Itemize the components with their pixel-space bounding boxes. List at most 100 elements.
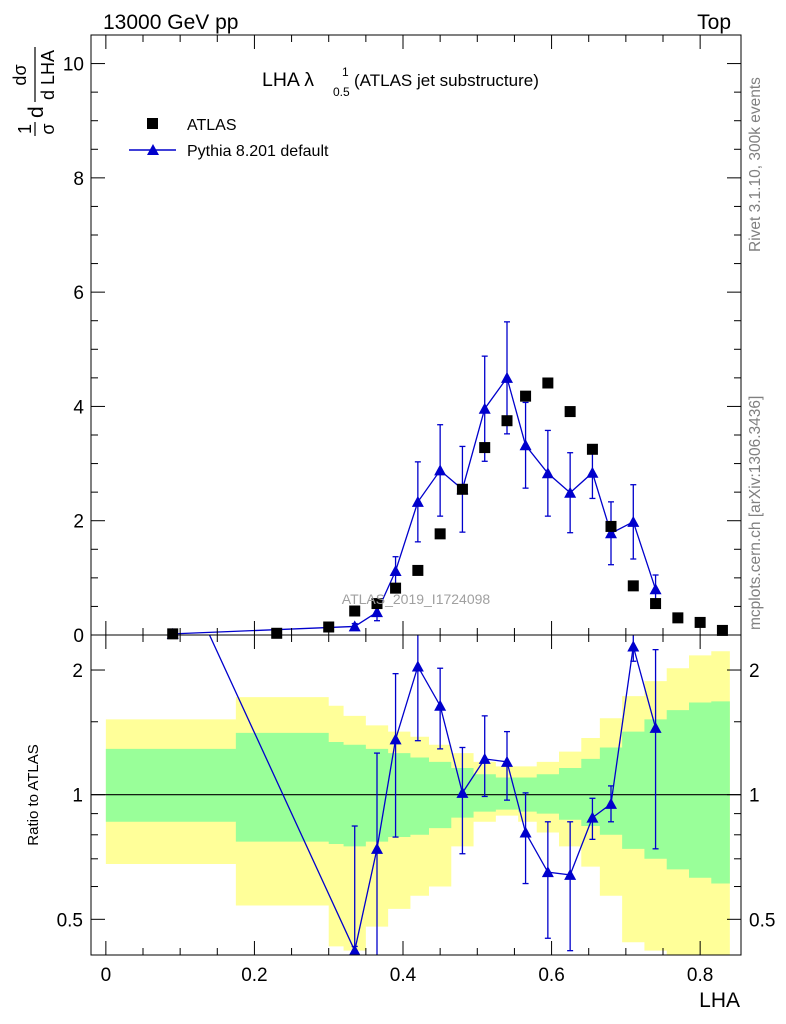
pythia-ratio-point (434, 699, 447, 711)
main-title: LHA λ 1 0.5 (ATLAS jet substructure) (262, 65, 539, 99)
title-main: LHA λ (262, 69, 314, 91)
x-tick-label: 0.6 (538, 965, 564, 986)
atlas-point (716, 624, 728, 636)
uncertainty-band-1sigma (105, 701, 730, 884)
rivet-note: Rivet 3.1.10, 300k events (747, 77, 764, 252)
category-label: Top (697, 11, 731, 34)
ratio-y-tick-label: 0.5 (57, 910, 83, 931)
y-tick-label: 0 (73, 626, 84, 647)
atlas-point (479, 442, 491, 454)
atlas-point (456, 483, 468, 495)
x-tick-label: 0.4 (390, 965, 417, 986)
pythia-ratio-point (411, 660, 424, 672)
pythia-point (564, 486, 577, 498)
ratio-series-group (208, 635, 662, 955)
y-tick-label: 6 (73, 283, 84, 304)
y-tick-label: 10 (63, 55, 84, 76)
ylabel-frac2-num: dσ (10, 64, 30, 85)
legend-atlas-label: ATLAS (187, 117, 237, 134)
ylabel-frac1-num: 1 (15, 124, 35, 134)
watermark: ATLAS_2019_I1724098 (342, 591, 491, 607)
pythia-point (348, 620, 361, 632)
pythia-line (172, 376, 657, 635)
ratio-y-tick-label-right: 2 (749, 661, 760, 682)
pythia-point (605, 527, 617, 539)
pythia-point (519, 439, 532, 451)
pythia-ratio-point (371, 842, 383, 854)
atlas-point (371, 598, 383, 610)
x-tick-label: 0.2 (241, 965, 267, 986)
title-subscript: 0.5 (333, 85, 350, 99)
pythia-ratio-point (541, 866, 554, 878)
legend-atlas-marker (147, 118, 158, 129)
atlas-point (650, 598, 662, 610)
pythia-point (586, 466, 599, 478)
pythia-ratio-point (649, 721, 662, 733)
ratio-y-tick-label: 1 (72, 786, 83, 807)
pythia-point (434, 464, 447, 476)
main-y-axis: 0 2 4 6 8 10 (63, 55, 741, 647)
atlas-point (586, 443, 598, 455)
pythia-ratio-point (627, 640, 640, 652)
pythia-ratio-point (586, 811, 599, 823)
ratio-y-tick-label-right: 0.5 (749, 910, 775, 931)
x-tick-label: 0.8 (687, 965, 713, 986)
atlas-point (434, 528, 446, 540)
legend-pythia-label: Pythia 8.201 default (187, 143, 329, 160)
pythia-point (411, 495, 424, 507)
pythia-ratio-point (456, 786, 469, 798)
pythia-point (371, 606, 383, 618)
title-superscript: 1 (342, 65, 349, 79)
atlas-point (271, 627, 283, 639)
ratio-y-tick-label-right: 1 (749, 786, 760, 807)
atlas-point (501, 415, 513, 427)
atlas-point (542, 377, 554, 389)
title-rest: (ATLAS jet substructure) (354, 71, 539, 90)
main-plot-area (166, 321, 728, 640)
x-tick-label: 0 (101, 965, 112, 986)
pythia-point (627, 515, 640, 527)
pythia-ratio-point (605, 797, 617, 809)
legend-pythia-marker (147, 144, 159, 155)
atlas-point (605, 520, 617, 532)
y-tick-label: 4 (73, 397, 84, 418)
pythia-point (389, 565, 402, 576)
atlas-point (627, 580, 639, 592)
main-x-ticks (105, 35, 701, 635)
pythia-point (649, 583, 662, 595)
mcplots-note: mcplots.cern.ch [arXiv:1306.3436] (747, 396, 764, 630)
pythia-ratio-point (478, 752, 491, 764)
ylabel-d: d (25, 106, 48, 118)
pythia-point (501, 371, 513, 383)
pythia-point (541, 467, 554, 479)
pythia-ratio-point (501, 755, 513, 767)
legend: ATLAS Pythia 8.201 default (129, 117, 329, 160)
atlas-point (390, 582, 402, 594)
x-axis-label: LHA (699, 989, 740, 1012)
atlas-point (564, 406, 576, 418)
atlas-point (167, 628, 179, 640)
ratio-plot-area (91, 635, 741, 955)
ylabel-frac2-den: d LHA (38, 50, 58, 100)
main-panel: 0 2 4 6 8 10 LHA λ 1 0.5 (ATLAS jet substruct… (10, 34, 742, 647)
pythia-ratio-point (519, 826, 532, 838)
ratio-axes: 0.5 0.5 1 1 2 2 0 0.2 0.4 0.6 0.8 (57, 635, 775, 986)
pythia-ratio-point (564, 868, 577, 880)
y-tick-label: 2 (73, 512, 84, 533)
ratio-y-tick-label: 2 (72, 661, 83, 682)
atlas-point (672, 612, 684, 624)
ratio-y-label: Ratio to ATLAS (25, 744, 42, 845)
atlas-point (520, 390, 532, 402)
ratio-panel: 0.5 0.5 1 1 2 2 0 0.2 0.4 0.6 0.8 Ratio to ATLAS L… (25, 634, 775, 1012)
pythia-ratio-point (389, 733, 402, 745)
pythia-ratio-line (208, 635, 657, 953)
atlas-point (349, 605, 361, 617)
atlas-point (412, 564, 424, 576)
pythia-point (478, 402, 491, 414)
collision-label: 13000 GeV pp (103, 11, 238, 34)
pythia-ratio-point (349, 944, 361, 955)
y-tick-label: 8 (73, 169, 84, 190)
atlas-point (323, 621, 335, 633)
ylabel-frac1-den: σ (38, 123, 58, 134)
